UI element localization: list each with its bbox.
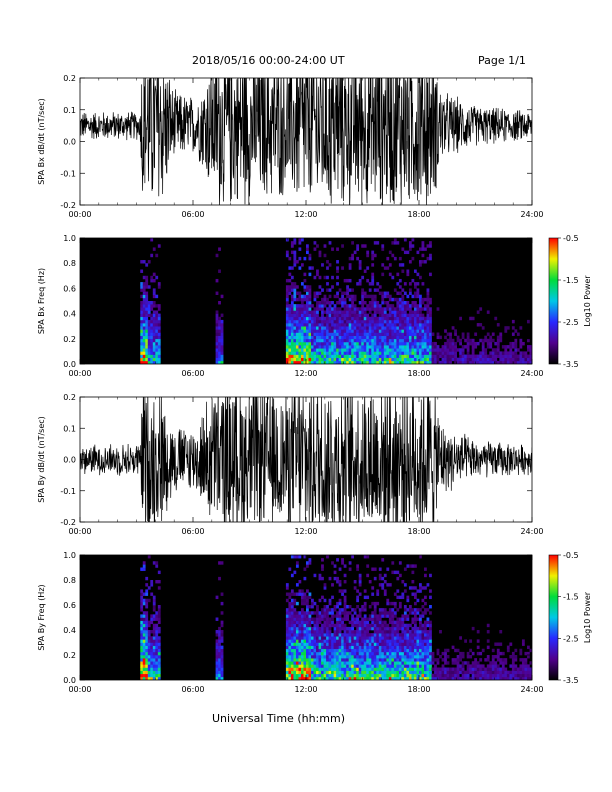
colorbar-tick-label-1: -2.5 bbox=[563, 318, 579, 327]
colorbar-tick-label-1: -1.5 bbox=[563, 276, 579, 285]
x-tick-label-3: 24:00 bbox=[520, 685, 543, 694]
x-tick-label-0: 12:00 bbox=[294, 210, 317, 219]
x-tick-label-2: 06:00 bbox=[181, 527, 204, 536]
y-tick-label-1: 0.0 bbox=[63, 360, 76, 369]
y-tick-label-2: -0.1 bbox=[60, 487, 76, 496]
x-tick-label-3: 06:00 bbox=[181, 685, 204, 694]
y-tick-label-3: 0.8 bbox=[63, 576, 76, 585]
y-tick-label-0: -0.1 bbox=[60, 169, 76, 178]
colorbar-tick-label-3: -2.5 bbox=[563, 634, 579, 643]
y-axis-label-2: SPA By dB/dt (nT/sec) bbox=[37, 416, 46, 503]
y-tick-label-0: 0.2 bbox=[63, 74, 76, 83]
page-number: Page 1/1 bbox=[478, 54, 526, 67]
x-tick-label-1: 18:00 bbox=[407, 369, 430, 378]
plot-title: 2018/05/16 00:00-24:00 UT bbox=[192, 54, 345, 67]
x-tick-label-3: 12:00 bbox=[294, 685, 317, 694]
colorbar-1 bbox=[548, 237, 559, 365]
colorbar-3 bbox=[548, 554, 559, 681]
y-tick-label-2: 0.2 bbox=[63, 393, 76, 402]
spectrogram-cells-1 bbox=[140, 238, 532, 364]
colorbar-tick-label-3: -0.5 bbox=[563, 551, 579, 560]
x-tick-label-0: 00:00 bbox=[68, 210, 91, 219]
y-axis-label-1: SPA Bx Freq (Hz) bbox=[37, 268, 46, 334]
x-tick-label-2: 00:00 bbox=[68, 527, 91, 536]
colorbar-tick-label-1: -3.5 bbox=[563, 360, 579, 369]
x-tick-label-2: 18:00 bbox=[407, 527, 430, 536]
y-tick-label-2: -0.2 bbox=[60, 518, 76, 527]
x-tick-label-3: 18:00 bbox=[407, 685, 430, 694]
y-tick-label-1: 0.6 bbox=[63, 284, 76, 293]
y-axis-label-0: SPA Bx dB/dt (nT/sec) bbox=[37, 98, 46, 185]
y-tick-label-3: 0.0 bbox=[63, 676, 76, 685]
y-tick-label-2: 0.1 bbox=[63, 424, 76, 433]
colorbar-tick-label-3: -3.5 bbox=[563, 676, 579, 685]
x-tick-label-1: 12:00 bbox=[294, 369, 317, 378]
y-tick-label-3: 0.6 bbox=[63, 601, 76, 610]
colorbar-tick-label-1: -0.5 bbox=[563, 234, 579, 243]
y-tick-label-1: 0.2 bbox=[63, 335, 76, 344]
y-tick-label-3: 1.0 bbox=[63, 551, 76, 560]
y-tick-label-1: 1.0 bbox=[63, 234, 76, 243]
spectrogram-cells-3 bbox=[140, 555, 532, 680]
colorbar-tick-label-3: -1.5 bbox=[563, 593, 579, 602]
y-tick-label-1: 0.4 bbox=[63, 310, 76, 319]
x-tick-label-0: 24:00 bbox=[520, 210, 543, 219]
y-tick-label-3: 0.2 bbox=[63, 651, 76, 660]
y-tick-label-2: 0.0 bbox=[63, 456, 76, 465]
x-tick-label-0: 18:00 bbox=[407, 210, 430, 219]
x-tick-label-2: 12:00 bbox=[294, 527, 317, 536]
x-tick-label-2: 24:00 bbox=[520, 527, 543, 536]
y-tick-label-0: 0.1 bbox=[63, 106, 76, 115]
y-tick-label-3: 0.4 bbox=[63, 626, 76, 635]
waveform-series-2 bbox=[80, 397, 532, 522]
x-tick-label-1: 06:00 bbox=[181, 369, 204, 378]
colorbar-label-1: Log10 Power bbox=[583, 275, 592, 327]
y-axis-label-3: SPA By Freq (Hz) bbox=[37, 584, 46, 650]
colorbar-label-3: Log10 Power bbox=[583, 591, 592, 643]
waveform-series-0 bbox=[80, 78, 532, 205]
y-tick-label-0: -0.2 bbox=[60, 201, 76, 210]
x-tick-label-0: 06:00 bbox=[181, 210, 204, 219]
x-tick-label-1: 24:00 bbox=[520, 369, 543, 378]
x-axis-title: Universal Time (hh:mm) bbox=[212, 712, 345, 725]
x-tick-label-3: 00:00 bbox=[68, 685, 91, 694]
y-tick-label-1: 0.8 bbox=[63, 259, 76, 268]
x-tick-label-1: 00:00 bbox=[68, 369, 91, 378]
y-tick-label-0: 0.0 bbox=[63, 138, 76, 147]
